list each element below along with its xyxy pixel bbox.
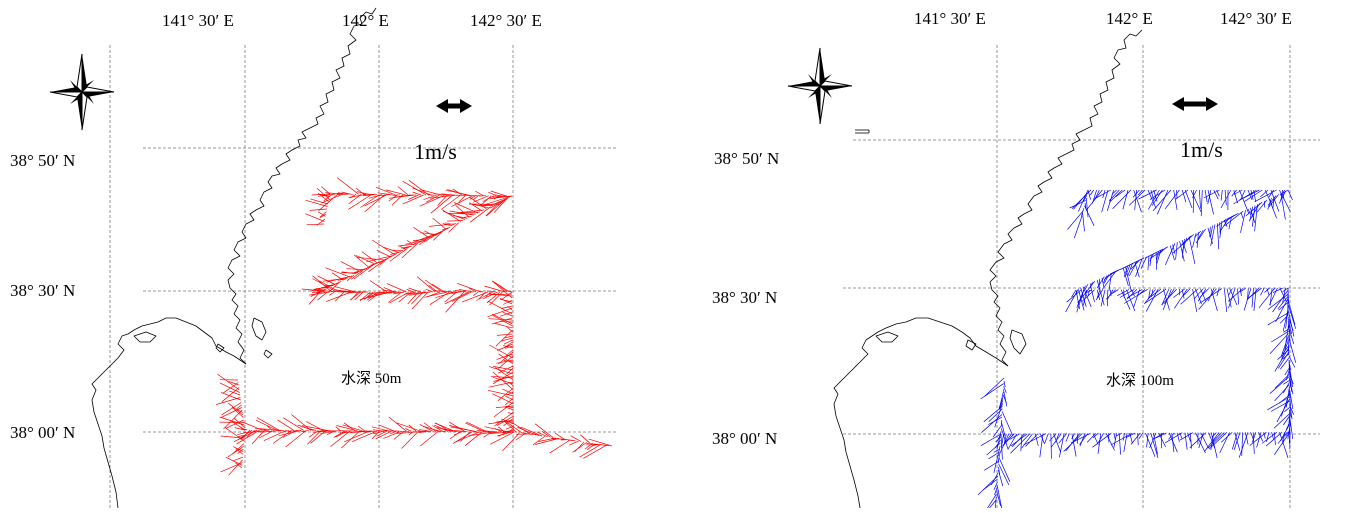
lon-label-141-30: 141° 30′ E [162, 11, 234, 30]
current-vectors-100m [978, 190, 1296, 508]
current-map-50m: 141° 30′ E 142° E 142° 30′ E 38° 50′ N 3… [0, 0, 678, 508]
compass-rose-icon [50, 54, 114, 130]
scale-arrow-icon [436, 99, 472, 113]
lat-label-38-50: 38° 50′ N [10, 151, 75, 170]
coastline [92, 8, 376, 508]
depth-label: 水深 50m [341, 370, 402, 387]
scale-label: 1m/s [414, 139, 457, 164]
scale-arrow-icon [1172, 97, 1218, 111]
lat-label-38-30: 38° 30′ N [712, 288, 777, 307]
current-map-100m: 141° 30′ E 142° E 142° 30′ E 38° 50′ N 3… [678, 0, 1356, 508]
coastline [834, 30, 1142, 508]
lon-label-142-30: 142° 30′ E [1220, 9, 1292, 28]
lon-label-141-30: 141° 30′ E [914, 9, 986, 28]
lat-label-38-30: 38° 30′ N [10, 281, 75, 300]
lon-label-142: 142° E [342, 11, 389, 30]
frame-mark [855, 130, 869, 133]
scale-label: 1m/s [1180, 137, 1223, 162]
map-canvas-100m: 141° 30′ E 142° E 142° 30′ E 38° 50′ N 3… [678, 0, 1356, 508]
graticule [843, 45, 1320, 508]
current-vectors-50m [216, 178, 612, 476]
lat-label-38-00: 38° 00′ N [712, 429, 777, 448]
lat-label-38-50: 38° 50′ N [714, 149, 779, 168]
depth-label: 水深 100m [1106, 372, 1174, 389]
compass-rose-icon [788, 48, 852, 124]
lat-label-38-00: 38° 00′ N [10, 423, 75, 442]
lon-label-142: 142° E [1106, 9, 1153, 28]
lon-label-142-30: 142° 30′ E [470, 11, 542, 30]
map-canvas-50m: 141° 30′ E 142° E 142° 30′ E 38° 50′ N 3… [0, 0, 678, 508]
